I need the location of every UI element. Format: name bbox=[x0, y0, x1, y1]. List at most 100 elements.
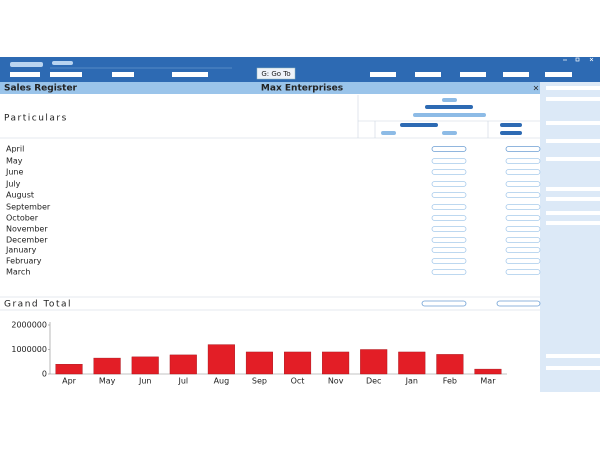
row-label[interactable]: October bbox=[6, 214, 39, 223]
toolbar-item[interactable] bbox=[112, 72, 134, 77]
bar bbox=[436, 354, 464, 375]
report-title: Sales Register bbox=[4, 84, 78, 94]
header-pill bbox=[442, 131, 457, 135]
side-item[interactable] bbox=[546, 211, 600, 215]
row-cell bbox=[505, 181, 541, 187]
bar bbox=[93, 357, 121, 375]
toolbar-item[interactable] bbox=[503, 72, 529, 77]
x-tick-label: Apr bbox=[62, 377, 77, 386]
row-label[interactable]: March bbox=[6, 268, 30, 277]
x-tick-label: Sep bbox=[252, 377, 267, 386]
row-cell bbox=[431, 204, 467, 210]
side-item[interactable] bbox=[546, 97, 600, 101]
header-pill bbox=[500, 123, 522, 127]
y-tick-label: 0 bbox=[42, 370, 47, 379]
x-tick-label: Jun bbox=[138, 377, 152, 386]
row-cell bbox=[431, 247, 467, 253]
x-tick-label: Nov bbox=[328, 377, 344, 386]
side-item[interactable] bbox=[546, 187, 600, 191]
bar bbox=[131, 356, 159, 375]
total-label: Grand Total bbox=[4, 300, 72, 310]
close-window[interactable] bbox=[589, 57, 594, 62]
row-cell bbox=[505, 237, 541, 243]
row-cell bbox=[505, 215, 541, 221]
row-cell bbox=[505, 192, 541, 198]
header-placeholders bbox=[381, 98, 522, 135]
bar bbox=[207, 344, 235, 375]
side-item[interactable] bbox=[546, 139, 600, 143]
row-cell bbox=[431, 258, 467, 264]
row-label[interactable]: November bbox=[6, 225, 48, 234]
side-item[interactable] bbox=[546, 221, 600, 225]
header-pill bbox=[442, 98, 457, 102]
row-label[interactable]: May bbox=[6, 157, 23, 166]
goto-button[interactable] bbox=[256, 67, 296, 80]
row-label[interactable]: June bbox=[5, 168, 24, 177]
side-item[interactable] bbox=[546, 157, 600, 161]
bar bbox=[360, 349, 388, 375]
total-cell bbox=[496, 300, 541, 307]
row-label[interactable]: July bbox=[5, 180, 21, 189]
header-pill bbox=[413, 113, 486, 117]
row-label[interactable]: August bbox=[6, 191, 34, 200]
toolbar-item[interactable] bbox=[460, 72, 486, 77]
row-cell bbox=[431, 181, 467, 187]
row-cell bbox=[505, 204, 541, 210]
toolbar-item[interactable] bbox=[172, 72, 208, 77]
company-name: Max Enterprises bbox=[261, 84, 343, 94]
toolbar-item[interactable] bbox=[50, 72, 82, 77]
row-label[interactable]: December bbox=[6, 236, 48, 245]
y-tick-label: 1000000 bbox=[11, 345, 47, 354]
toolbar-item[interactable] bbox=[545, 72, 572, 77]
bar bbox=[284, 351, 312, 375]
side-item[interactable] bbox=[546, 354, 600, 358]
toolbar bbox=[0, 57, 600, 82]
toolbar-item[interactable] bbox=[10, 72, 40, 77]
row-cell bbox=[505, 247, 541, 253]
side-item[interactable] bbox=[546, 86, 600, 90]
bar bbox=[398, 351, 426, 375]
maximize[interactable] bbox=[575, 57, 580, 62]
row-cell bbox=[505, 158, 541, 164]
header-grid bbox=[0, 95, 540, 311]
toolbar-items bbox=[10, 72, 572, 77]
y-tick-label: 2000000 bbox=[11, 321, 47, 330]
row-cell bbox=[505, 269, 541, 275]
menu-placeholder bbox=[10, 62, 43, 67]
x-tick-label: Oct bbox=[291, 377, 305, 386]
close-button[interactable]: × bbox=[533, 84, 540, 93]
bar bbox=[55, 364, 83, 375]
bar bbox=[474, 368, 502, 375]
row-cell bbox=[505, 169, 541, 175]
row-cell bbox=[431, 158, 467, 164]
row-cell bbox=[431, 146, 467, 152]
header-pill bbox=[500, 131, 522, 135]
x-tick-label: Jan bbox=[405, 377, 418, 386]
menu-placeholder bbox=[52, 61, 73, 65]
side-item[interactable] bbox=[546, 197, 600, 201]
side-item[interactable] bbox=[546, 366, 600, 370]
toolbar-item[interactable] bbox=[415, 72, 441, 77]
row-cell bbox=[431, 192, 467, 198]
row-cell bbox=[431, 237, 467, 243]
side-panel bbox=[540, 82, 600, 392]
row-label[interactable]: February bbox=[6, 257, 42, 266]
side-panel-items bbox=[546, 86, 600, 370]
x-tick-label: Aug bbox=[214, 377, 230, 386]
row-label[interactable]: January bbox=[5, 246, 37, 255]
row-label[interactable]: September bbox=[6, 203, 51, 212]
x-tick-label: Dec bbox=[366, 377, 381, 386]
toolbar-item[interactable] bbox=[370, 72, 396, 77]
bar bbox=[322, 351, 350, 375]
row-label[interactable]: April bbox=[6, 145, 24, 154]
bar bbox=[169, 354, 197, 375]
row-cell bbox=[505, 258, 541, 264]
row-cell bbox=[431, 215, 467, 221]
x-tick-label: Mar bbox=[480, 377, 496, 386]
side-item[interactable] bbox=[546, 121, 600, 125]
x-tick-label: Jul bbox=[177, 377, 188, 386]
row-cell bbox=[505, 226, 541, 232]
row-cell bbox=[431, 226, 467, 232]
row-cell bbox=[505, 146, 541, 152]
